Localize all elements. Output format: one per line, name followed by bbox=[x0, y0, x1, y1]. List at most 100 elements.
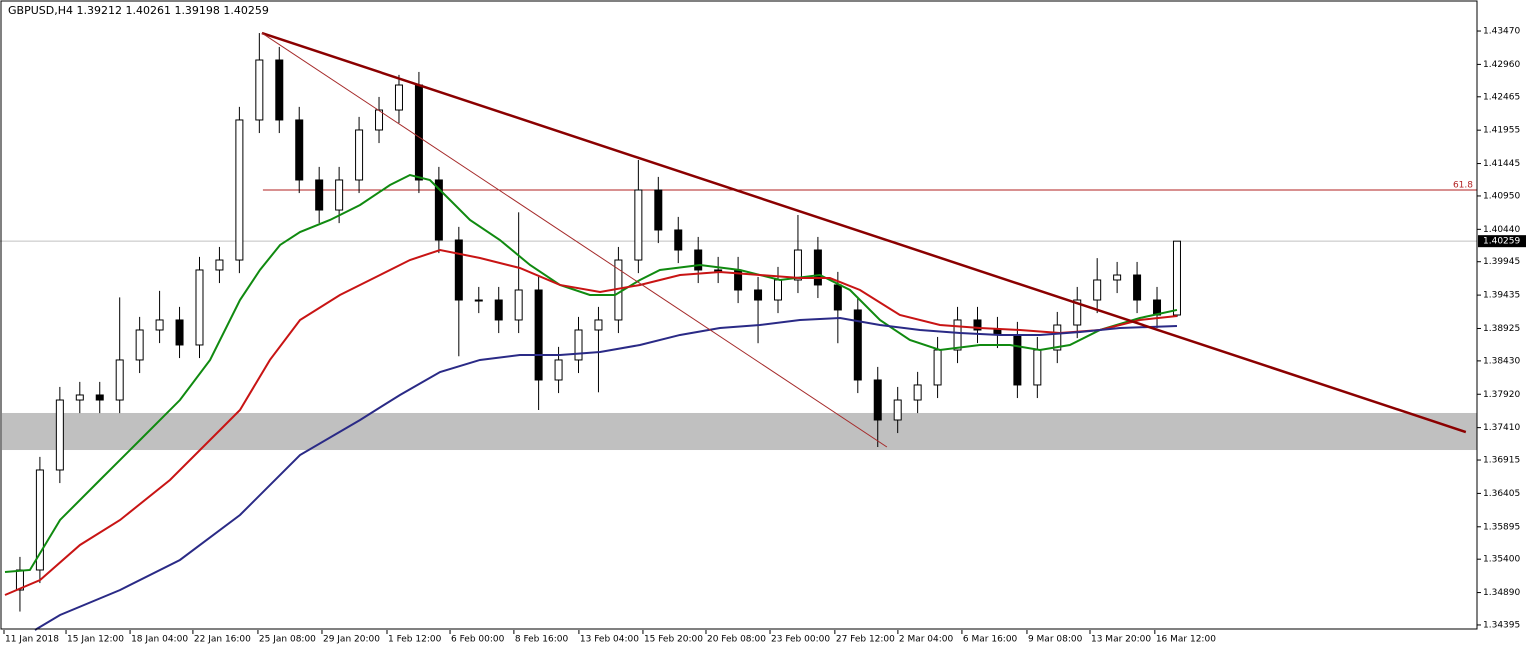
candle-body bbox=[135, 329, 144, 361]
candle-body bbox=[574, 329, 583, 361]
x-tick-label: 25 Jan 08:00 bbox=[259, 635, 316, 645]
candle-body bbox=[654, 189, 663, 231]
y-tick-label: 1.41445 bbox=[1483, 159, 1520, 169]
candle-body bbox=[95, 394, 104, 401]
candle-body bbox=[474, 299, 483, 302]
y-tick-label: 1.42465 bbox=[1483, 92, 1520, 102]
candle-body bbox=[315, 179, 324, 211]
plot-frame bbox=[0, 0, 1478, 630]
y-tick-label: 1.34890 bbox=[1483, 588, 1520, 598]
x-tick-label: 8 Feb 16:00 bbox=[515, 635, 569, 645]
candle-body bbox=[434, 179, 443, 241]
candle-body bbox=[813, 249, 822, 286]
candle-body bbox=[674, 229, 683, 251]
candle-body bbox=[195, 269, 204, 346]
candle-body bbox=[973, 319, 982, 331]
x-tick-label: 6 Feb 00:00 bbox=[451, 635, 505, 645]
candle-body bbox=[514, 289, 523, 321]
x-tick-label: 9 Mar 08:00 bbox=[1028, 635, 1083, 645]
candle-body bbox=[295, 119, 304, 181]
last-price-label: 1.40259 bbox=[1483, 237, 1520, 247]
moving-average bbox=[4, 173, 1178, 574]
candle-body bbox=[933, 349, 942, 386]
candle-body bbox=[1033, 349, 1042, 386]
candle-body bbox=[1073, 299, 1082, 326]
candle-body bbox=[35, 469, 44, 571]
candle-body bbox=[594, 319, 603, 331]
chart-title: GBPUSD,H4 1.39212 1.40261 1.39198 1.4025… bbox=[8, 4, 269, 17]
candle-body bbox=[634, 189, 643, 261]
x-tick-label: 6 Mar 16:00 bbox=[963, 635, 1018, 645]
candle-body bbox=[414, 84, 423, 181]
candle-body bbox=[873, 379, 882, 421]
candle-body bbox=[953, 319, 962, 351]
candle-body bbox=[155, 319, 164, 331]
fib-level-label: 61.8 bbox=[1453, 180, 1473, 190]
y-tick-label: 1.40440 bbox=[1483, 225, 1520, 235]
candle-body bbox=[714, 269, 723, 272]
moving-average bbox=[4, 248, 1178, 596]
y-tick-label: 1.37920 bbox=[1483, 390, 1520, 400]
candle-body bbox=[1172, 240, 1181, 316]
y-tick-label: 1.36405 bbox=[1483, 489, 1520, 499]
y-tick-label: 1.43470 bbox=[1483, 27, 1520, 37]
last-price-box bbox=[1478, 235, 1526, 248]
y-tick-label: 1.36915 bbox=[1483, 456, 1520, 466]
y-tick-label: 1.34395 bbox=[1483, 620, 1520, 630]
y-tick-label: 1.38925 bbox=[1483, 324, 1520, 334]
candle-body bbox=[1133, 274, 1142, 301]
y-tick-label: 1.35895 bbox=[1483, 522, 1520, 532]
y-tick-label: 1.40950 bbox=[1483, 191, 1520, 201]
candle-body bbox=[853, 309, 862, 381]
candle-body bbox=[773, 279, 782, 301]
moving-average bbox=[34, 317, 1178, 631]
candle-body bbox=[1013, 334, 1022, 386]
y-tick-label: 1.35400 bbox=[1483, 555, 1520, 565]
x-tick-label: 22 Jan 16:00 bbox=[194, 635, 251, 645]
candle-body bbox=[215, 259, 224, 271]
candle-body bbox=[375, 109, 384, 131]
candle-body bbox=[534, 289, 543, 381]
y-tick-label: 1.39435 bbox=[1483, 291, 1520, 301]
candle-body bbox=[833, 284, 842, 311]
x-tick-label: 23 Feb 00:00 bbox=[771, 635, 830, 645]
y-tick-label: 1.39945 bbox=[1483, 257, 1520, 267]
candle-body bbox=[394, 84, 403, 111]
candle-body bbox=[454, 239, 463, 301]
candle-body bbox=[275, 59, 284, 121]
candle-body bbox=[913, 384, 922, 401]
candle-body bbox=[793, 249, 802, 281]
candle-body bbox=[1053, 324, 1062, 351]
x-tick-label: 29 Jan 20:00 bbox=[323, 635, 380, 645]
candle-body bbox=[754, 289, 763, 301]
x-tick-label: 13 Feb 04:00 bbox=[580, 635, 639, 645]
y-tick-label: 1.37410 bbox=[1483, 423, 1520, 433]
candle-body bbox=[554, 359, 563, 381]
candle-body bbox=[335, 179, 344, 211]
y-tick-label: 1.41955 bbox=[1483, 126, 1520, 136]
candle-body bbox=[1093, 279, 1102, 301]
x-tick-label: 11 Jan 2018 bbox=[5, 635, 59, 645]
x-tick-label: 27 Feb 12:00 bbox=[836, 635, 895, 645]
trendline bbox=[261, 32, 888, 448]
trendline bbox=[261, 31, 1467, 434]
x-tick-label: 16 Mar 12:00 bbox=[1156, 635, 1216, 645]
support-zone bbox=[2, 412, 1477, 451]
candle-body bbox=[255, 59, 264, 121]
x-tick-label: 2 Mar 04:00 bbox=[899, 635, 954, 645]
candle-body bbox=[494, 299, 503, 321]
candle-body bbox=[55, 399, 64, 471]
y-tick-label: 1.42960 bbox=[1483, 60, 1520, 70]
x-tick-label: 18 Jan 04:00 bbox=[131, 635, 188, 645]
y-tick-label: 1.38430 bbox=[1483, 356, 1520, 366]
candle-body bbox=[355, 129, 364, 181]
candle-body bbox=[694, 249, 703, 271]
candle-body bbox=[75, 394, 84, 401]
candle-body bbox=[175, 319, 184, 346]
x-tick-label: 1 Feb 12:00 bbox=[388, 635, 442, 645]
x-tick-label: 20 Feb 08:00 bbox=[707, 635, 766, 645]
candle-body bbox=[115, 359, 124, 401]
candle-body bbox=[1113, 274, 1122, 281]
x-tick-label: 13 Mar 20:00 bbox=[1091, 635, 1151, 645]
